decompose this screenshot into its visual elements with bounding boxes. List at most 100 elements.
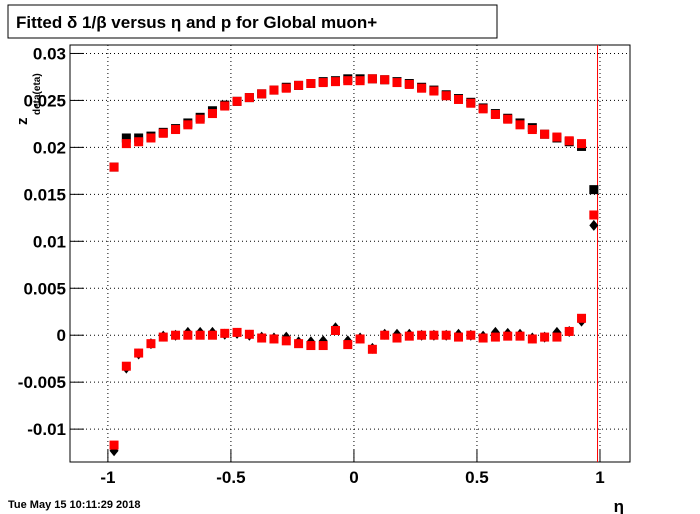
point	[146, 339, 156, 349]
point	[146, 133, 156, 143]
point	[158, 332, 168, 342]
point	[577, 139, 587, 149]
point	[429, 86, 439, 96]
y-tick-label: 0.02	[33, 138, 66, 157]
point	[343, 340, 353, 350]
point	[527, 125, 537, 135]
x-tick-label: 0.5	[465, 468, 489, 487]
point	[380, 330, 390, 340]
point	[540, 129, 550, 139]
point	[355, 76, 365, 86]
point	[121, 139, 131, 149]
point	[466, 330, 476, 340]
point	[589, 185, 599, 195]
point	[134, 348, 144, 358]
point	[429, 330, 439, 340]
point	[478, 333, 488, 343]
y-axis-label-sub: deta(eta)	[32, 73, 43, 115]
title-box	[7, 4, 498, 39]
point	[552, 332, 562, 342]
point	[392, 333, 402, 343]
point	[281, 83, 291, 93]
point	[134, 137, 144, 147]
point	[367, 344, 377, 354]
point	[109, 162, 119, 172]
y-tick-label: 0.01	[33, 232, 66, 251]
y-tick-label: 0	[57, 326, 66, 345]
point	[183, 330, 193, 340]
y-tick-label: 0.015	[23, 185, 66, 204]
point	[490, 332, 500, 342]
point	[564, 326, 574, 336]
point	[552, 132, 562, 142]
point	[183, 120, 193, 130]
point	[220, 101, 230, 111]
point	[244, 329, 254, 339]
point	[195, 114, 205, 124]
point	[318, 341, 328, 351]
point	[367, 74, 377, 84]
point	[503, 331, 513, 341]
y-tick-label: 0.025	[23, 91, 66, 110]
point	[294, 80, 304, 90]
point	[441, 330, 451, 340]
point	[306, 79, 316, 89]
x-axis-label: η	[614, 497, 624, 514]
timestamp: Tue May 15 10:11:29 2018	[8, 499, 141, 511]
point	[306, 341, 316, 351]
y-axis-label: z	[14, 118, 31, 126]
point	[207, 109, 217, 119]
point	[392, 78, 402, 88]
point	[454, 94, 464, 104]
point	[232, 327, 242, 337]
x-tick-label: -1	[100, 468, 115, 487]
point	[294, 339, 304, 349]
point	[269, 334, 279, 344]
point	[244, 93, 254, 103]
point	[577, 313, 587, 323]
y-tick-label: 0.005	[23, 279, 66, 298]
point	[121, 133, 131, 143]
point	[404, 79, 414, 89]
point	[281, 336, 291, 346]
point	[564, 136, 574, 146]
plot-frame	[69, 44, 631, 463]
point	[355, 334, 365, 344]
x-tick-label: 1	[595, 468, 604, 487]
point	[220, 328, 230, 338]
point	[318, 78, 328, 88]
y-tick-label: -0.005	[18, 373, 66, 392]
point	[207, 330, 217, 340]
point	[330, 77, 340, 87]
y-tick-label: -0.01	[27, 420, 66, 439]
point	[515, 331, 525, 341]
point	[171, 330, 181, 340]
point	[171, 125, 181, 135]
point	[417, 330, 427, 340]
point	[589, 210, 599, 220]
x-tick-label: 0	[349, 468, 358, 487]
chart-title: Fitted δ 1/β versus η and p for Global m…	[16, 13, 377, 32]
y-tick-label: 0.03	[33, 44, 66, 63]
point	[466, 98, 476, 108]
point	[257, 333, 267, 343]
point	[490, 110, 500, 119]
point	[454, 332, 464, 342]
x-tick-label: -0.5	[216, 468, 245, 487]
point	[109, 440, 119, 450]
point	[330, 326, 340, 336]
point	[441, 91, 451, 101]
point	[121, 361, 131, 371]
point	[195, 330, 205, 340]
point	[515, 120, 525, 130]
point	[478, 104, 488, 114]
point	[540, 332, 550, 342]
point	[417, 83, 427, 93]
point	[380, 75, 390, 85]
point	[527, 334, 537, 344]
point	[503, 114, 513, 124]
point	[404, 331, 414, 341]
point	[589, 219, 599, 231]
point	[343, 76, 353, 86]
